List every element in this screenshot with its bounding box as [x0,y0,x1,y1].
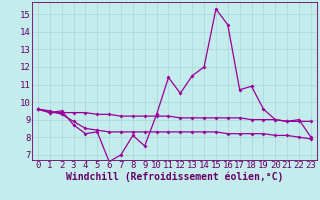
X-axis label: Windchill (Refroidissement éolien,°C): Windchill (Refroidissement éolien,°C) [66,172,283,182]
